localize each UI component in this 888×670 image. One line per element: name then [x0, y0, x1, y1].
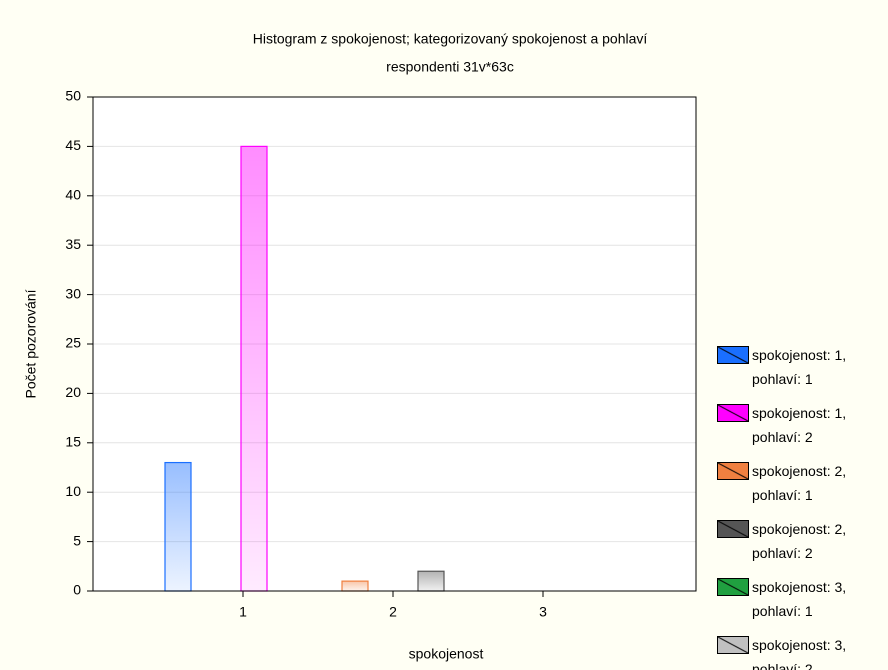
legend-swatch: [717, 578, 749, 596]
legend-label: spokojenost: 1, pohlaví: 1: [752, 347, 847, 387]
legend-swatch: [717, 346, 749, 364]
y-tick-label: 10: [65, 483, 81, 499]
y-tick-label: 35: [65, 236, 81, 252]
y-tick-label: 50: [65, 88, 81, 104]
bar: [341, 580, 369, 592]
legend-swatch: [717, 636, 749, 654]
y-tick-label: 40: [65, 187, 81, 203]
x-tick-label: 2: [389, 604, 397, 620]
legend-swatch: [717, 404, 749, 422]
y-axis-label: Počet pozorování: [23, 289, 39, 398]
legend-label: spokojenost: 2, pohlaví: 1: [752, 463, 847, 503]
legend-label: spokojenost: 1, pohlaví: 2: [752, 405, 847, 445]
chart-title: Histogram z spokojenost; kategorizovaný …: [253, 31, 648, 47]
legend-label: spokojenost: 2, pohlaví: 2: [752, 521, 847, 561]
y-tick-label: 20: [65, 384, 81, 400]
y-tick-label: 25: [65, 335, 81, 351]
y-tick-label: 5: [73, 532, 81, 548]
bar: [417, 570, 445, 592]
legend-swatch: [717, 462, 749, 480]
legend-label: spokojenost: 3, pohlaví: 1: [752, 579, 847, 619]
x-axis-label: spokojenost: [409, 646, 484, 662]
bar: [240, 145, 268, 592]
bar: [164, 461, 192, 592]
legend-label: spokojenost: 3, pohlaví: 2: [752, 637, 847, 670]
legend-swatch: [717, 520, 749, 538]
y-tick-label: 15: [65, 434, 81, 450]
plot-frame: [92, 96, 697, 592]
y-tick-label: 0: [73, 582, 81, 598]
y-tick-label: 30: [65, 285, 81, 301]
chart-subtitle: respondenti 31v*63c: [386, 59, 514, 75]
y-tick-label: 45: [65, 137, 81, 153]
x-tick-label: 3: [539, 604, 547, 620]
x-tick-label: 1: [239, 604, 247, 620]
